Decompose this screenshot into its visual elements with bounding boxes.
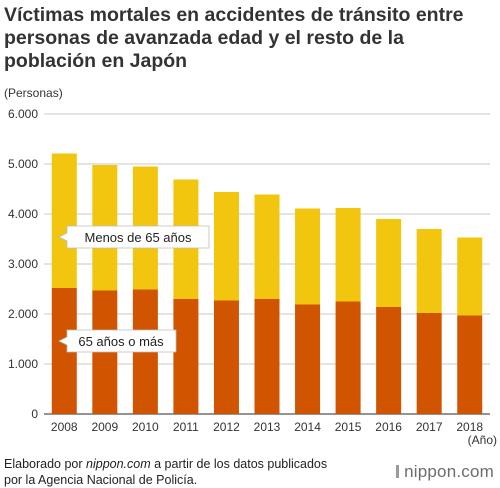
y-tick-label: 0 bbox=[31, 407, 38, 421]
bar-over65 bbox=[213, 300, 239, 414]
bar-under65 bbox=[416, 229, 442, 313]
x-tick-label: 2014 bbox=[294, 420, 321, 434]
bar-under65 bbox=[254, 194, 280, 299]
bar-over65 bbox=[295, 304, 321, 414]
callout-over65: 65 años o más bbox=[58, 329, 177, 353]
x-tick-label: 2013 bbox=[254, 420, 281, 434]
logo-mark-icon bbox=[396, 465, 400, 478]
bar-under65 bbox=[295, 208, 321, 305]
y-tick-label: 4.000 bbox=[8, 207, 38, 221]
bar-over65 bbox=[173, 299, 199, 414]
logo-text: nippon.com bbox=[404, 462, 494, 481]
callout-under65-box bbox=[58, 225, 210, 249]
x-tick-label: 2009 bbox=[91, 420, 118, 434]
legend-label-under65: Menos de 65 años bbox=[85, 230, 192, 245]
x-tick-label: 2011 bbox=[173, 420, 199, 434]
y-tick-label: 6.000 bbox=[8, 107, 38, 121]
x-tick-label: 2015 bbox=[335, 420, 362, 434]
bars bbox=[51, 153, 483, 414]
x-tick-label: 2010 bbox=[132, 420, 159, 434]
stacked-bar-chart: 0 1.000 2.000 3.000 4.000 5.000 6.000 2008 2009… bbox=[8, 107, 497, 447]
x-tick-label: 2012 bbox=[213, 420, 240, 434]
bar-over65 bbox=[254, 299, 280, 414]
x-tick-label: 2017 bbox=[416, 420, 443, 434]
x-tick-label: 2016 bbox=[375, 420, 402, 434]
source-suffix: a partir de los datos publicados bbox=[150, 457, 328, 471]
bar-under65 bbox=[213, 192, 239, 301]
y-tick-label: 1.000 bbox=[8, 357, 38, 371]
bar-over65 bbox=[376, 307, 402, 414]
y-tick-label: 5.000 bbox=[8, 157, 38, 171]
bar-under65 bbox=[376, 219, 402, 307]
source-prefix: Elaborado por bbox=[4, 457, 87, 471]
chart-title: Víctimas mortales en accidentes de tráns… bbox=[4, 4, 464, 72]
x-tick-labels: 2008 2009 2010 2011 2012 2013 2014 2015 2016 2017… bbox=[51, 420, 483, 434]
source-line2: por la Agencia Nacional de Policía. bbox=[4, 473, 198, 487]
bar-over65 bbox=[457, 315, 483, 414]
callout-over65-box bbox=[58, 329, 177, 353]
bar-over65 bbox=[335, 301, 361, 414]
nippon-logo: nippon.com bbox=[396, 462, 494, 482]
bar-under65 bbox=[51, 153, 77, 288]
y-axis-unit: (Personas) bbox=[4, 86, 63, 100]
x-axis-unit: (Año) bbox=[468, 433, 497, 447]
y-tick-label: 3.000 bbox=[8, 257, 38, 271]
bar-under65 bbox=[457, 237, 483, 316]
x-tick-label: 2018 bbox=[456, 420, 483, 434]
source-note: Elaborado por nippon.com a partir de los… bbox=[4, 456, 327, 488]
legend-label-over65: 65 años o más bbox=[78, 334, 164, 349]
x-tick-label: 2008 bbox=[51, 420, 78, 434]
bar-under65 bbox=[335, 208, 361, 302]
callout-under65: Menos de 65 años bbox=[58, 225, 210, 249]
source-name: nippon.com bbox=[86, 457, 151, 471]
bar-over65 bbox=[416, 313, 442, 414]
y-tick-label: 2.000 bbox=[8, 307, 38, 321]
